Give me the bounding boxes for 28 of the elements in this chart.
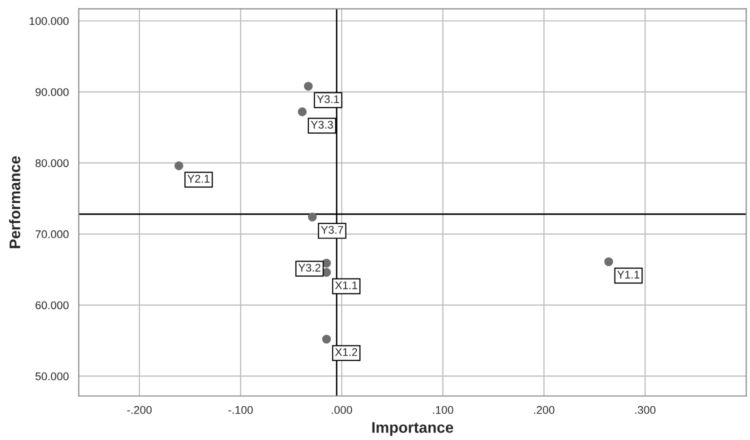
y-tick-label: 80.000 — [36, 159, 69, 168]
y-tick-label: 60.000 — [36, 301, 69, 310]
point — [604, 257, 614, 266]
annotation: Y3.2 — [298, 264, 320, 272]
x-tick-label: .200 — [534, 406, 554, 414]
point — [298, 107, 307, 116]
x-tick-label: .300 — [635, 406, 656, 414]
annotation: Y2.1 — [187, 174, 210, 183]
point — [308, 212, 317, 222]
y-tick-label: 90.000 — [36, 88, 69, 96]
x-tick-label: -.100 — [228, 406, 253, 414]
annotation: X1.2 — [335, 348, 358, 356]
point — [304, 82, 313, 91]
x-tick-label: .100 — [433, 406, 454, 414]
x-axis-title: Importance — [372, 422, 454, 436]
x-tick-label: .000 — [332, 406, 352, 414]
point — [174, 161, 184, 170]
annotation: X1.1 — [335, 282, 358, 290]
y-tick-label: 50.000 — [35, 372, 69, 380]
y-axis-title: Performance — [9, 156, 20, 248]
x-tick-label: -.200 — [127, 406, 152, 414]
point — [322, 334, 331, 344]
annotation: Y1.1 — [617, 270, 640, 278]
annotation: Y3.1 — [316, 95, 339, 104]
annotation: Y3.7 — [320, 226, 344, 234]
annotation: Y3.3 — [310, 120, 333, 129]
y-tick-label: 70.000 — [36, 230, 69, 238]
y-tick-label: 100.000 — [30, 17, 69, 26]
